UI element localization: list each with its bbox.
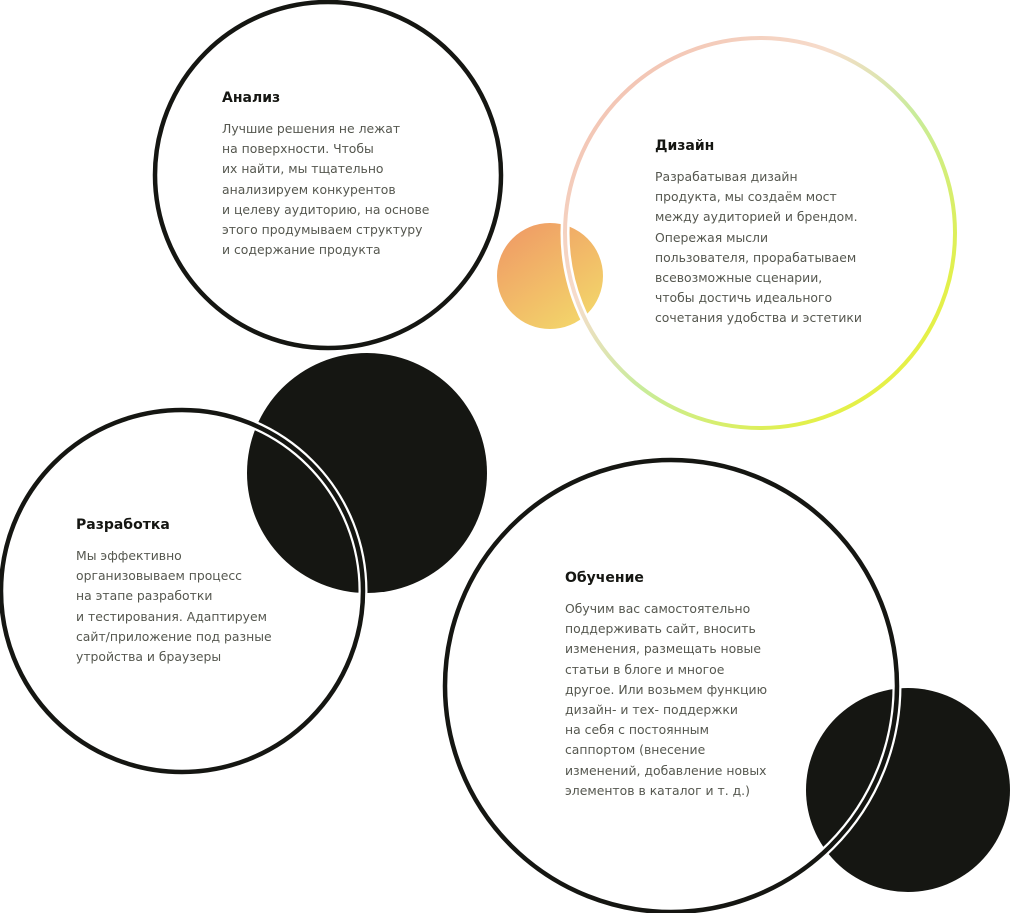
analysis-text: Лучшие решения не лежат на поверхности. …	[222, 121, 430, 258]
learning-section: Обучение Обучим вас самостоятельно подде…	[565, 569, 767, 801]
analysis-title: Анализ	[222, 90, 281, 106]
development-dark-disk	[247, 353, 487, 593]
development-text: Мы эффективно организовываем процесс на …	[76, 548, 272, 665]
design-ring	[563, 36, 957, 430]
learning-dark-disk	[806, 688, 1010, 892]
analysis-section: Анализ Лучшие решения не лежат на поверх…	[222, 89, 429, 260]
development-section: Разработка Мы эффективно организовываем …	[76, 516, 272, 667]
design-text: Разрабатывая дизайн продукта, мы создаём…	[655, 169, 862, 326]
learning-title: Обучение	[565, 570, 644, 586]
analysis-ring	[152, 0, 504, 351]
learning-text: Обучим вас самостоятельно поддерживать с…	[565, 601, 767, 798]
development-title: Разработка	[76, 517, 170, 533]
design-section: Дизайн Разрабатывая дизайн продукта, мы …	[655, 137, 862, 329]
learning-ring	[442, 457, 900, 913]
development-ring	[0, 407, 366, 775]
design-title: Дизайн	[655, 138, 715, 154]
